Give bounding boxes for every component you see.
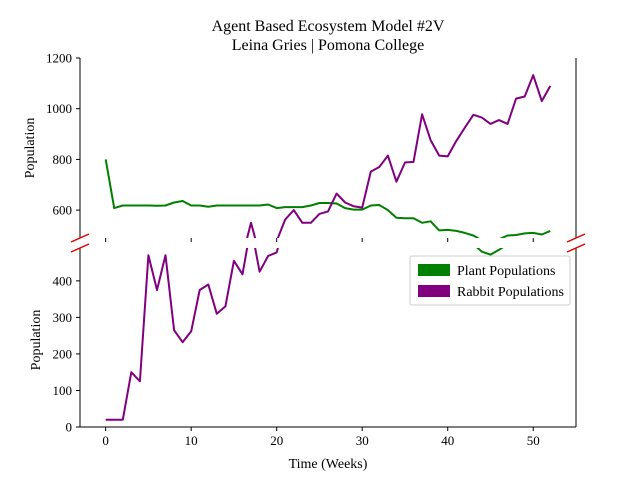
break-marker-1 bbox=[566, 233, 586, 243]
x-tick-label: 20 bbox=[270, 433, 283, 448]
bottom-series-group bbox=[105, 248, 504, 421]
top-panel: 600 800 1000 1200 bbox=[46, 51, 577, 242]
top-y-tick-label: 600 bbox=[53, 203, 73, 218]
top-series-group bbox=[104, 74, 552, 238]
legend: Plant Populations Rabbit Populations bbox=[409, 255, 571, 306]
plant-population-line-bottom bbox=[476, 248, 504, 256]
legend-label-plant: Plant Populations bbox=[457, 264, 555, 279]
y-axis-label-top: Population bbox=[23, 118, 38, 179]
x-tick-label: 10 bbox=[185, 433, 198, 448]
top-y-tick-label: 1000 bbox=[46, 101, 72, 116]
bottom-panel: 0 100 200 300 400 0 10 20 30 40 50 bbox=[53, 248, 577, 448]
x-tick-label: 50 bbox=[527, 433, 540, 448]
bottom-y-tick-label: 400 bbox=[53, 273, 73, 288]
bottom-y-tick-label: 200 bbox=[53, 346, 73, 361]
plant-population-line-top bbox=[104, 159, 551, 238]
bottom-y-tick-label: 0 bbox=[66, 420, 73, 435]
x-tick-label: 30 bbox=[356, 433, 369, 448]
chart-title: Agent Based Ecosystem Model #2V bbox=[212, 18, 445, 35]
x-tick-label: 0 bbox=[102, 433, 109, 448]
axis-break-markers bbox=[70, 233, 586, 253]
break-marker-3 bbox=[566, 243, 586, 253]
rabbit-population-line-top bbox=[246, 74, 552, 238]
x-tick-label: 40 bbox=[441, 433, 454, 448]
legend-swatch-rabbit bbox=[418, 285, 450, 297]
break-marker-0 bbox=[70, 233, 90, 243]
top-y-tick-label: 1200 bbox=[46, 51, 72, 66]
top-y-tick-label: 800 bbox=[53, 152, 73, 167]
rabbit-population-line-bottom bbox=[105, 248, 279, 421]
bottom-y-tick-label: 100 bbox=[53, 383, 73, 398]
legend-label-rabbit: Rabbit Populations bbox=[457, 285, 564, 300]
break-marker-2 bbox=[70, 243, 90, 253]
bottom-y-tick-label: 300 bbox=[53, 310, 73, 325]
y-axis-label-bottom: Population bbox=[29, 310, 44, 371]
legend-swatch-plant bbox=[418, 264, 450, 276]
x-axis-label: Time (Weeks) bbox=[289, 457, 368, 472]
chart-subtitle: Leina Gries | Pomona College bbox=[232, 37, 425, 54]
